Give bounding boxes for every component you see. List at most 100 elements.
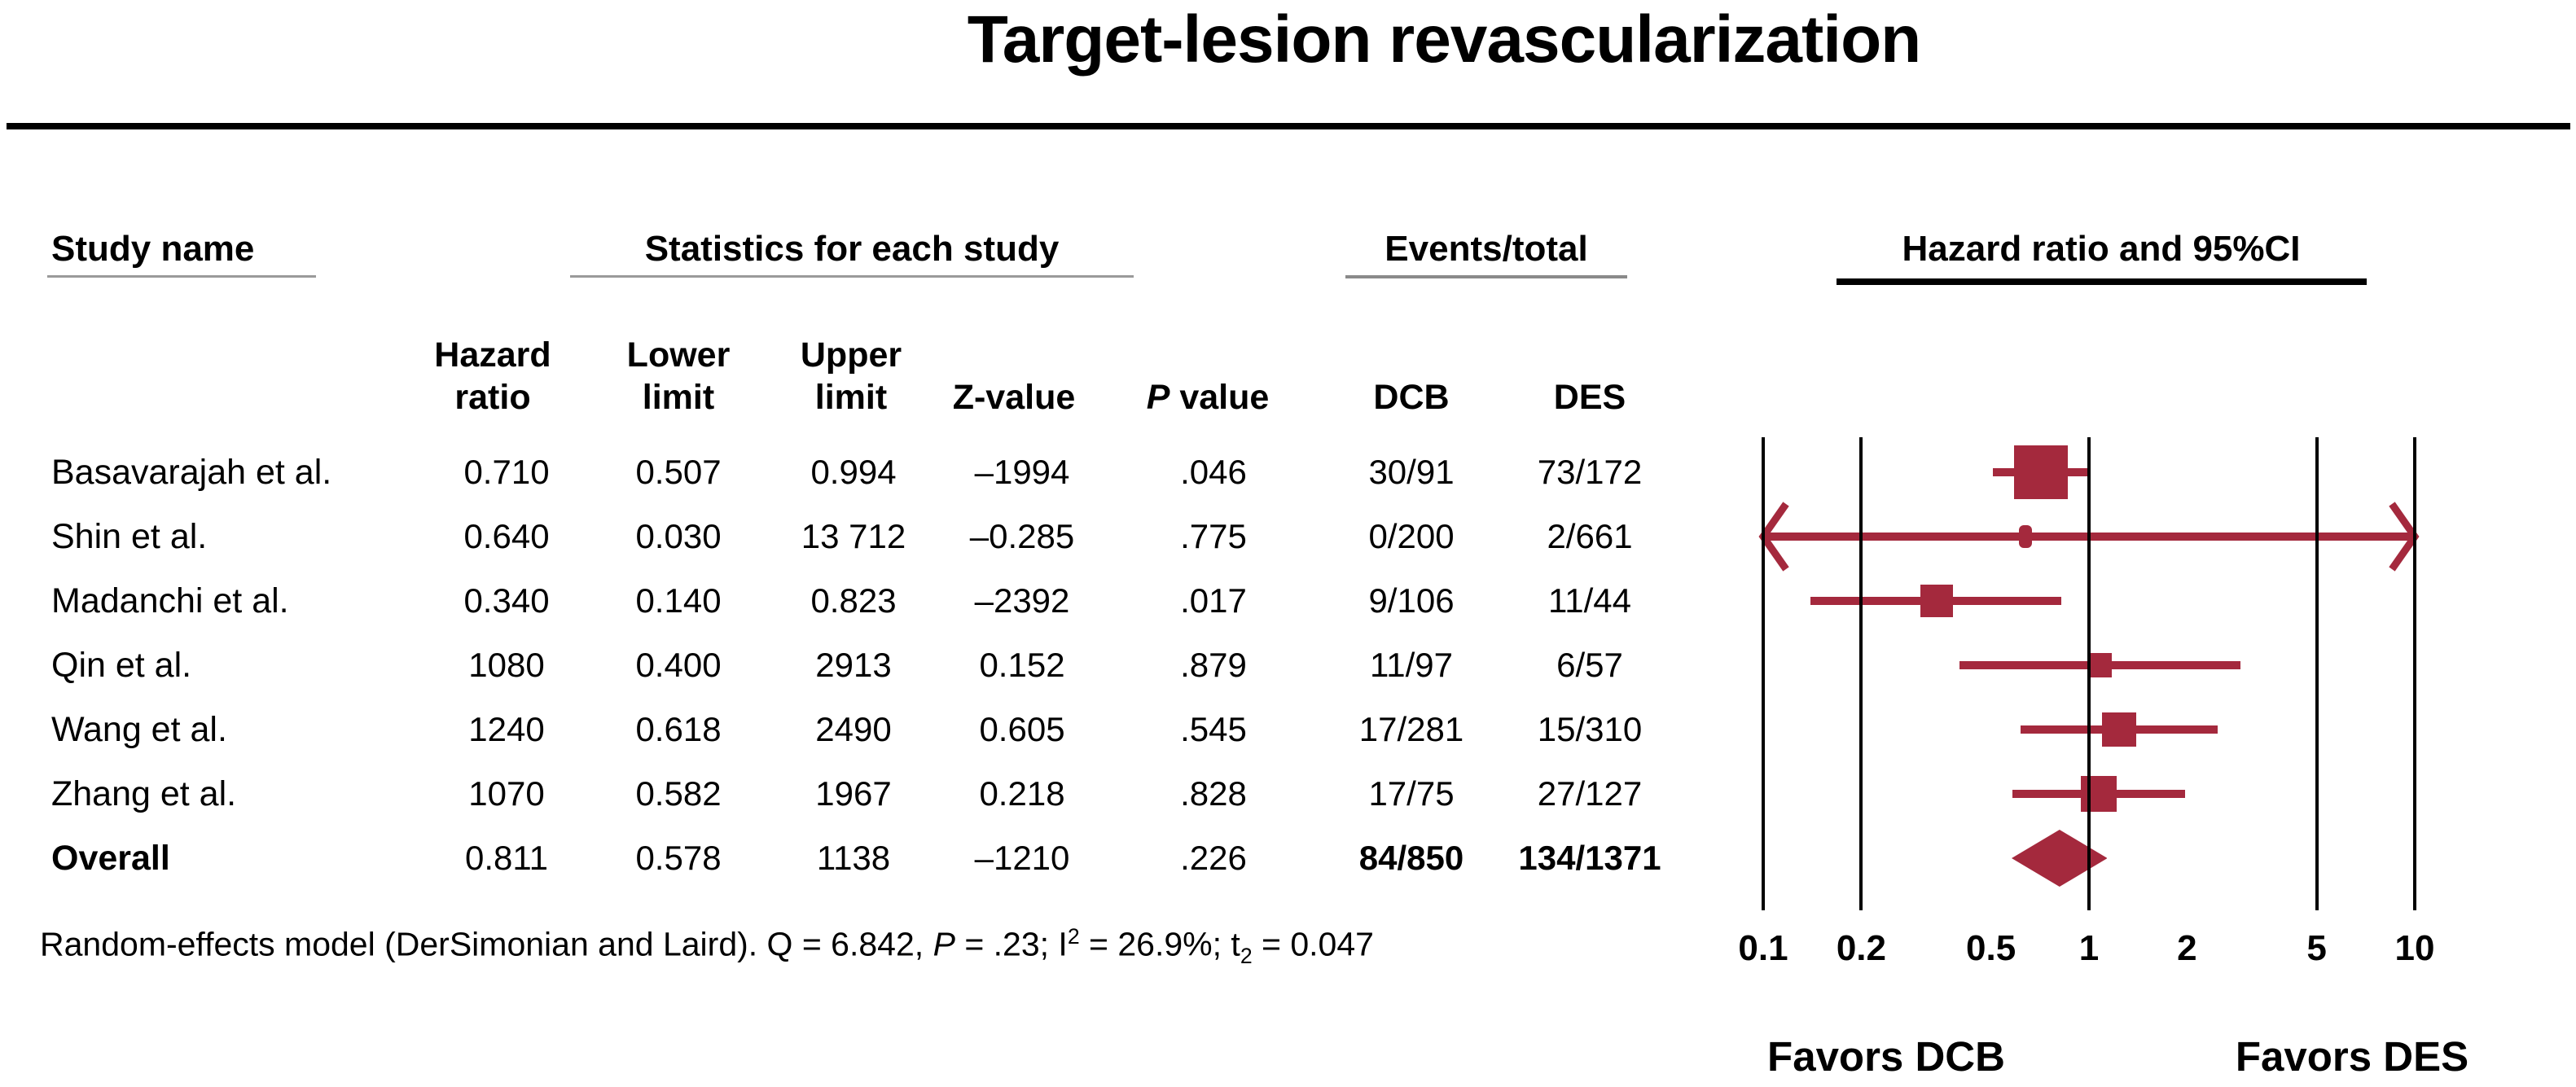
row-cell-hr: 1240 [468, 710, 545, 748]
axis-tick-label: 0.1 [1738, 928, 1788, 968]
row-cell-z: –2392 [974, 581, 1070, 620]
row-cell-p: .226 [1180, 839, 1247, 877]
row-cell-lower: 0.507 [635, 453, 722, 491]
row-cell-hr: 1080 [468, 646, 545, 684]
forest-point-marker [2019, 525, 2033, 548]
row-study-name: Overall [51, 839, 170, 878]
stat-col-header: Hazard ratio [434, 334, 551, 419]
axis-tick-label: 5 [2306, 928, 2327, 968]
stat-col-header-line1: Lower [626, 335, 731, 375]
plot-gridline [2087, 437, 2091, 910]
row-cell-lower: 0.618 [635, 710, 722, 748]
row-cell-hr: 1070 [468, 774, 545, 813]
footnote-segment: Random-effects model (DerSimonian and La… [40, 925, 933, 963]
row-cell-lower: 0.030 [635, 517, 722, 555]
row-cell-lower: 0.582 [635, 774, 722, 813]
row-cell-dcb: 11/97 [1370, 646, 1453, 684]
row-cell-upper: 2913 [815, 646, 892, 684]
footnote-segment: = 26.9%; t [1079, 925, 1240, 963]
plot-gridline [2413, 437, 2416, 910]
axis-tick-label: 0.2 [1836, 928, 1886, 968]
row-cell-des: 6/57 [1556, 646, 1623, 684]
forest-square [2102, 712, 2137, 747]
row-cell-upper: 0.823 [810, 581, 897, 620]
footnote-segment: 2 [1240, 943, 1253, 968]
stat-col-header: Z-value [953, 376, 1076, 419]
row-cell-z: –1210 [974, 839, 1070, 877]
axis-tick-label: 1 [2078, 928, 2100, 968]
row-cell-hr: 0.710 [463, 453, 550, 491]
stat-col-header-line2: limit [642, 378, 715, 417]
row-cell-dcb: 9/106 [1368, 581, 1455, 620]
row-cell-des: 134/1371 [1518, 839, 1661, 877]
row-cell-z: 0.605 [979, 710, 1065, 748]
row-cell-p: .775 [1180, 517, 1247, 555]
row-cell-dcb: 17/75 [1368, 774, 1455, 813]
footnote-segment: P [933, 925, 955, 963]
plot-gridline [1762, 437, 1765, 910]
favors-des-label: Favors DES [2235, 1033, 2469, 1080]
row-cell-hr: 0.811 [465, 839, 548, 877]
stat-col-header-line1: Hazard [434, 335, 551, 375]
model-footnote: Random-effects model (DerSimonian and La… [40, 924, 1374, 969]
axis-tick-label: 10 [2394, 928, 2435, 968]
row-study-name: Madanchi et al. [51, 581, 289, 620]
overall-diamond [2011, 830, 2108, 887]
figure-title: Target-lesion revascularization [967, 2, 1922, 77]
row-cell-dcb: 0/200 [1368, 517, 1455, 555]
row-cell-z: 0.152 [979, 646, 1065, 684]
row-cell-lower: 0.140 [635, 581, 722, 620]
footnote-segment: = 0.047 [1252, 925, 1374, 963]
header-hr-ci: Hazard ratio and 95%CI [1902, 229, 2301, 269]
events-col-header: DES [1553, 378, 1626, 417]
plot-gridline [2315, 437, 2319, 910]
row-cell-p: .017 [1180, 581, 1247, 620]
stat-col-header-line2: limit [814, 378, 888, 417]
row-cell-upper: 13 712 [801, 517, 906, 555]
row-cell-z: –1994 [974, 453, 1070, 491]
row-cell-z: 0.218 [979, 774, 1065, 813]
footnote-segment: = .23; I [954, 925, 1068, 963]
row-cell-lower: 0.578 [635, 839, 722, 877]
row-cell-hr: 0.340 [463, 581, 550, 620]
row-cell-dcb: 30/91 [1368, 453, 1455, 491]
stat-col-header-line2: ratio [454, 378, 531, 417]
title-rule [7, 123, 2570, 129]
row-study-name: Basavarajah et al. [51, 453, 332, 492]
stat-col-header-line2: Z-value [952, 378, 1076, 417]
header-events-underline [1345, 275, 1627, 278]
header-hr-ci-underline [1837, 278, 2367, 285]
row-cell-dcb: 84/850 [1358, 839, 1464, 877]
header-study-name: Study name [51, 229, 255, 269]
row-study-name: Shin et al. [51, 517, 208, 556]
header-statistics: Statistics for each study [644, 229, 1060, 269]
row-cell-dcb: 17/281 [1358, 710, 1464, 748]
axis-tick-label: 0.5 [1965, 928, 2016, 968]
row-cell-upper: 1138 [816, 839, 891, 877]
stat-col-header-line1: Upper [800, 335, 902, 375]
row-cell-upper: 2490 [815, 710, 892, 748]
forest-square [1920, 585, 1953, 617]
row-cell-des: 11/44 [1548, 581, 1631, 620]
stat-col-header-line2: P value [1147, 376, 1270, 419]
p-italic: P [1146, 378, 1170, 417]
row-study-name: Zhang et al. [51, 774, 237, 813]
row-cell-z: –0.285 [969, 517, 1075, 555]
forest-square [2080, 776, 2117, 812]
stat-col-header: Lower limit [627, 334, 731, 419]
row-cell-upper: 0.994 [810, 453, 897, 491]
events-col-header: DCB [1373, 378, 1450, 417]
plot-gridline [1859, 437, 1863, 910]
header-statistics-underline [570, 275, 1134, 278]
favors-dcb-label: Favors DCB [1767, 1033, 2005, 1080]
row-cell-des: 73/172 [1537, 453, 1643, 491]
row-cell-p: .879 [1180, 646, 1247, 684]
footnote-segment: 2 [1067, 924, 1080, 949]
row-study-name: Qin et al. [51, 646, 192, 685]
forest-square [2013, 445, 2068, 499]
row-cell-hr: 0.640 [463, 517, 550, 555]
forest-square [2087, 653, 2113, 677]
row-cell-upper: 1967 [815, 774, 892, 813]
stat-col-header: P value [1147, 376, 1270, 419]
